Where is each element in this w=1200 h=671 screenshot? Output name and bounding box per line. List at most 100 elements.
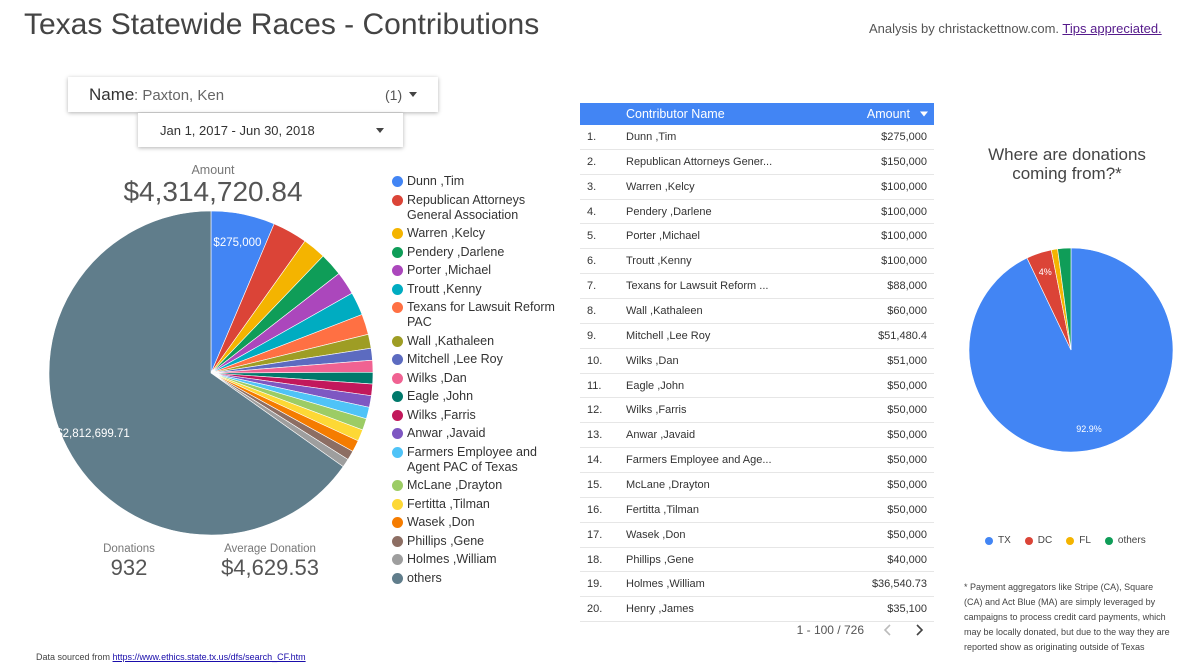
legend-label: Phillips ,Gene	[407, 533, 485, 548]
contributor-name: Warren ,Kelcy	[626, 180, 695, 193]
row-index: 13.	[587, 429, 603, 442]
legend-item: Phillips ,Gene	[390, 534, 572, 549]
legend-item: Eagle ,John	[390, 389, 572, 404]
legend: TX DC FL others	[985, 535, 1146, 547]
amount: $50,000	[887, 379, 927, 392]
prev-page[interactable]	[883, 624, 891, 636]
slice-label: $2,812,699.71	[56, 428, 130, 440]
table-row: 2. Republican Attorneys Gener... $150,000	[580, 150, 934, 175]
table-row: 11. Eagle ,John $50,000	[580, 374, 934, 399]
legend-item: Holmes ,William	[390, 552, 572, 567]
amount: $50,000	[887, 429, 927, 442]
contributor-name: Wilks ,Dan	[626, 354, 679, 367]
amount: $50,000	[887, 454, 927, 467]
date-filter[interactable]: Jan 1, 2017 - Jun 30, 2018	[138, 113, 403, 147]
row-index: 20.	[587, 603, 603, 616]
slice-label: 4%	[1039, 267, 1052, 277]
pagination: 1 - 100 / 726	[796, 623, 864, 637]
contributor-table: Contributor Name Amount 1. Dunn ,Tim $275,…	[580, 103, 934, 623]
pie-slice	[48, 210, 344, 536]
contributor-name: Phillips ,Gene	[626, 553, 694, 566]
legend-label: others	[407, 570, 442, 585]
legend-marker	[392, 194, 403, 206]
table-header: Contributor Name Amount	[580, 103, 934, 125]
row-index: 9.	[587, 329, 597, 342]
credit: Analysis by christackettnow.com. Tips ap…	[869, 21, 1162, 36]
row-index: 5.	[587, 230, 597, 243]
legend-marker	[392, 446, 403, 458]
legend-label: Fertitta ,Tilman	[407, 496, 490, 511]
legend-label: Pendery ,Darlene	[407, 244, 505, 259]
legend-marker	[392, 572, 403, 584]
amount: $50,000	[887, 528, 927, 541]
slice-label: 92.9%	[1076, 424, 1102, 434]
chart-title: Where are donations coming from?*	[988, 145, 1146, 183]
name-filter[interactable]: Name : Paxton, Ken (1)	[68, 77, 438, 112]
legend-item: Warren ,Kelcy	[390, 226, 572, 241]
legend-item: Fertitta ,Tilman	[390, 497, 572, 512]
row-index: 19.	[587, 578, 603, 591]
filter-value: : Paxton, Ken	[134, 87, 225, 104]
legend-label: DC	[1037, 535, 1053, 546]
legend-item: Wasek ,Don	[390, 515, 572, 530]
contributor-name: Eagle ,John	[626, 379, 685, 392]
scorecard-label: Average Donation	[224, 543, 316, 555]
row-index: 11.	[587, 379, 602, 392]
legend-item: Mitchell ,Lee Roy	[390, 352, 572, 367]
legend-marker	[392, 265, 403, 276]
legend-label: Warren ,Kelcy	[407, 226, 486, 240]
contributor-name: Anwar ,Javaid	[626, 429, 696, 442]
next-page[interactable]	[916, 624, 924, 636]
legend-item: Texans for Lawsuit Reform PAC	[390, 300, 572, 330]
row-index: 3.	[587, 180, 597, 193]
legend-label: Troutt ,Kenny	[407, 281, 482, 296]
row-index: 1.	[587, 130, 597, 143]
table-row: 15. McLane ,Drayton $50,000	[580, 473, 934, 498]
amount: $88,000	[887, 280, 927, 293]
contributor-name: Holmes ,William	[626, 578, 705, 591]
legend-item: DC	[1024, 535, 1053, 547]
legend-item: Troutt ,Kenny	[390, 282, 572, 297]
column-header[interactable]: Contributor Name	[626, 107, 725, 121]
table-body: 1. Dunn ,Tim $275,000 2. Republican Attorney…	[580, 125, 934, 623]
legend-marker	[392, 409, 403, 421]
legend-marker	[392, 391, 403, 402]
row-index: 12.	[587, 404, 603, 417]
scorecard-value: $4,629.53	[221, 555, 319, 580]
amount: $50,000	[887, 404, 927, 417]
legend-marker	[392, 498, 403, 510]
pie-slice	[1057, 247, 1072, 351]
contributor-name: Pendery ,Darlene	[626, 205, 712, 218]
source-link[interactable]: https://www.ethics.state.tx.us/dfs/searc…	[112, 652, 306, 662]
table-row: 16. Fertitta ,Tilman $50,000	[580, 498, 934, 523]
table-row: 3. Warren ,Kelcy $100,000	[580, 175, 934, 200]
amount: $100,000	[881, 205, 927, 218]
table-row: 7. Texans for Lawsuit Reform ... $88,000	[580, 274, 934, 300]
contributor-name: McLane ,Drayton	[626, 478, 710, 491]
scorecard-value: $4,314,720.84	[123, 176, 303, 207]
legend-label: McLane ,Drayton	[407, 478, 503, 492]
amount: $51,480.4	[878, 329, 927, 342]
column-header[interactable]: Amount	[866, 107, 910, 121]
legend-label: Holmes ,William	[407, 552, 497, 566]
amount: $150,000	[881, 155, 927, 168]
legend-label: Eagle ,John	[407, 389, 474, 403]
contributor-name: Troutt ,Kenny	[626, 255, 692, 268]
table-row: 17. Wasek ,Don $50,000	[580, 523, 934, 548]
legend-marker	[392, 354, 403, 365]
table-row: 13. Anwar ,Javaid $50,000	[580, 423, 934, 449]
legend-label: TX	[998, 535, 1011, 546]
legend-label: Wasek ,Don	[407, 515, 475, 529]
legend-marker	[392, 228, 403, 239]
legend-marker	[392, 302, 403, 313]
tips-link[interactable]: Tips appreciated.	[1062, 21, 1162, 36]
table-row: 19. Holmes ,William $36,540.73	[580, 572, 934, 598]
legend-item: TX	[985, 535, 1011, 547]
amount: $50,000	[887, 478, 927, 491]
filter-count: (1)	[385, 87, 403, 103]
legend-item: Wall ,Kathaleen	[390, 334, 572, 349]
legend-label: Mitchell ,Lee Roy	[407, 352, 503, 366]
table-row: 9. Mitchell ,Lee Roy $51,480.4	[580, 324, 934, 349]
legend-label: FL	[1079, 535, 1091, 546]
legend-label: Wilks ,Dan	[407, 370, 467, 385]
